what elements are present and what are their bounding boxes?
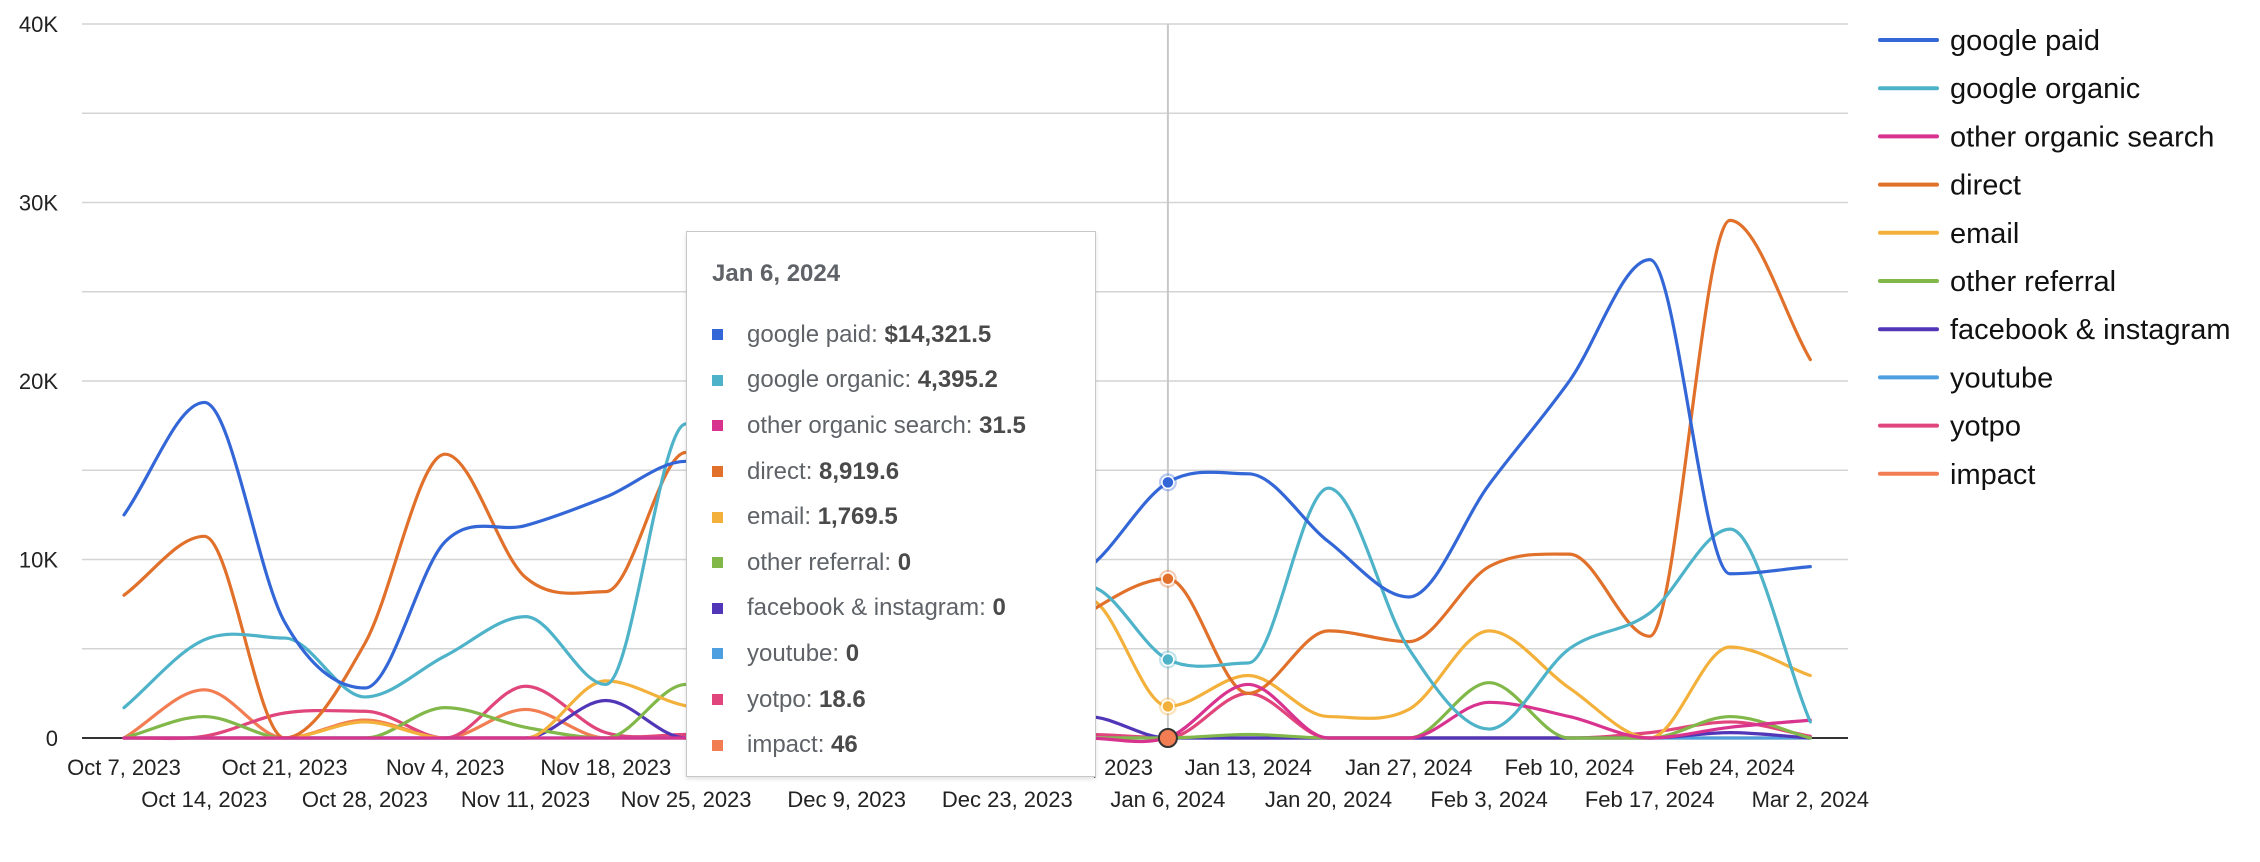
tooltip-value: 8,919.6 <box>819 457 900 485</box>
x-tick-label: Jan 20, 2024 <box>1265 787 1392 812</box>
x-tick-label: Nov 25, 2023 <box>621 787 752 812</box>
x-tick-label: Nov 11, 2023 <box>461 787 590 812</box>
hover-marker <box>1161 652 1175 667</box>
x-tick-label: Feb 10, 2024 <box>1505 755 1635 780</box>
legend-label: youtube <box>1950 362 2053 394</box>
legend-label: direct <box>1950 170 2021 202</box>
legend-label: impact <box>1950 459 2035 491</box>
y-tick-label: 30K <box>19 191 58 216</box>
legend[interactable]: google paid google organic other organic s… <box>1878 25 2230 491</box>
tooltip-swatch <box>712 602 723 614</box>
tooltip-label: email: <box>747 503 818 531</box>
tooltip-label: google organic: <box>747 366 918 394</box>
tooltip-value: 0 <box>992 594 1006 622</box>
tooltip-value: $14,321.5 <box>884 320 992 348</box>
x-tick-label: Oct 14, 2023 <box>141 787 267 812</box>
x-tick-label: Feb 17, 2024 <box>1585 787 1715 812</box>
x-tick-label: Dec 23, 2023 <box>942 787 1073 812</box>
x-tick-label: Jan 6, 2024 <box>1110 787 1225 812</box>
tooltip-label: facebook & instagram: <box>747 594 993 622</box>
tooltip-value: 4,395.2 <box>917 366 998 394</box>
tooltip-label: google paid: <box>747 320 885 348</box>
tooltip-swatch <box>712 694 723 706</box>
legend-label: other organic search <box>1950 121 2214 153</box>
tooltip-swatch <box>712 466 723 478</box>
tooltip-value: 0 <box>897 548 912 576</box>
tooltip-rows: google paid: $14,321.5 google organic: 4,… <box>712 312 1026 768</box>
tooltip-label: other referral: <box>747 548 898 576</box>
tooltip-label: yotpo: <box>747 685 820 713</box>
tooltip-swatch <box>712 557 723 569</box>
tooltip-value: 18.6 <box>819 685 866 713</box>
tooltip-swatch <box>712 329 723 341</box>
x-tick-label: Jan 27, 2024 <box>1345 755 1472 780</box>
tooltip-value: 46 <box>831 731 858 759</box>
tooltip-swatch <box>712 648 723 660</box>
x-tick-label: Jan 13, 2024 <box>1185 755 1312 780</box>
legend-item-yotpo[interactable]: yotpo <box>1878 411 2021 443</box>
tooltip-label: direct: <box>747 457 820 485</box>
hover-marker-baseline <box>1157 728 1178 748</box>
tooltip-row: yotpo: 18.6 <box>712 677 1026 723</box>
y-tick-label: 20K <box>19 369 58 394</box>
hover-tooltip: Jan 6, 2024 google paid: $14,321.5 google… <box>686 231 1096 777</box>
x-tick-label: Nov 18, 2023 <box>540 755 671 780</box>
tooltip-swatch <box>712 511 723 523</box>
legend-item-google-organic[interactable]: google organic <box>1878 73 2140 105</box>
x-tick-label: Oct 21, 2023 <box>222 755 348 780</box>
legend-item-facebook-instagram[interactable]: facebook & instagram <box>1878 314 2230 346</box>
tooltip-label: impact: <box>747 731 832 759</box>
y-axis-ticks: 0 10K 20K 30K 40K <box>19 12 58 751</box>
tooltip-swatch <box>712 420 723 432</box>
x-tick-label: Nov 4, 2023 <box>386 755 505 780</box>
hover-marker <box>1161 699 1175 714</box>
x-tick-label: Dec 9, 2023 <box>787 787 906 812</box>
legend-item-other-referral[interactable]: other referral <box>1878 266 2116 298</box>
x-tick-label: Feb 3, 2024 <box>1430 787 1547 812</box>
hover-markers <box>1157 473 1178 748</box>
y-tick-label: 10K <box>19 548 58 573</box>
tooltip-swatch <box>712 374 723 386</box>
tooltip-row: impact: 46 <box>712 722 1026 768</box>
x-tick-label: Oct 28, 2023 <box>302 787 428 812</box>
x-tick-label: Oct 7, 2023 <box>67 755 181 780</box>
legend-label: facebook & instagram <box>1950 314 2230 346</box>
legend-label: google paid <box>1950 25 2100 57</box>
tooltip-row: other organic search: 31.5 <box>712 403 1026 449</box>
y-tick-label: 40K <box>19 12 58 37</box>
legend-label: google organic <box>1950 73 2140 105</box>
tooltip-value: 31.5 <box>979 411 1026 439</box>
tooltip-value: 0 <box>845 639 860 667</box>
x-tick-label: Mar 2, 2024 <box>1752 787 1869 812</box>
legend-label: yotpo <box>1950 411 2021 443</box>
x-tick-label: Feb 24, 2024 <box>1665 755 1795 780</box>
tooltip-row: google paid: $14,321.5 <box>712 312 1026 358</box>
tooltip-row: email: 1,769.5 <box>712 494 1026 540</box>
hover-marker <box>1161 475 1175 490</box>
tooltip-row: other referral: 0 <box>712 540 1026 586</box>
tooltip-row: facebook & instagram: 0 <box>712 586 1026 632</box>
y-tick-label: 0 <box>46 726 58 751</box>
legend-item-email[interactable]: email <box>1878 218 2019 250</box>
tooltip-row: google organic: 4,395.2 <box>712 358 1026 404</box>
legend-item-direct[interactable]: direct <box>1878 170 2021 202</box>
tooltip-value: 1,769.5 <box>817 503 898 531</box>
tooltip-label: youtube: <box>747 639 846 667</box>
legend-label: other referral <box>1950 266 2116 298</box>
tooltip-row: direct: 8,919.6 <box>712 449 1026 495</box>
legend-item-other-organic-search[interactable]: other organic search <box>1878 121 2214 153</box>
legend-item-google-paid[interactable]: google paid <box>1878 25 2100 57</box>
tooltip-date: Jan 6, 2024 <box>712 260 841 287</box>
legend-label: email <box>1950 218 2019 250</box>
tooltip-swatch <box>712 739 723 751</box>
tooltip-row: youtube: 0 <box>712 631 1026 677</box>
hover-marker <box>1161 572 1175 586</box>
tooltip-label: other organic search: <box>747 411 980 439</box>
legend-item-impact[interactable]: impact <box>1878 459 2035 491</box>
legend-item-youtube[interactable]: youtube <box>1878 362 2053 394</box>
